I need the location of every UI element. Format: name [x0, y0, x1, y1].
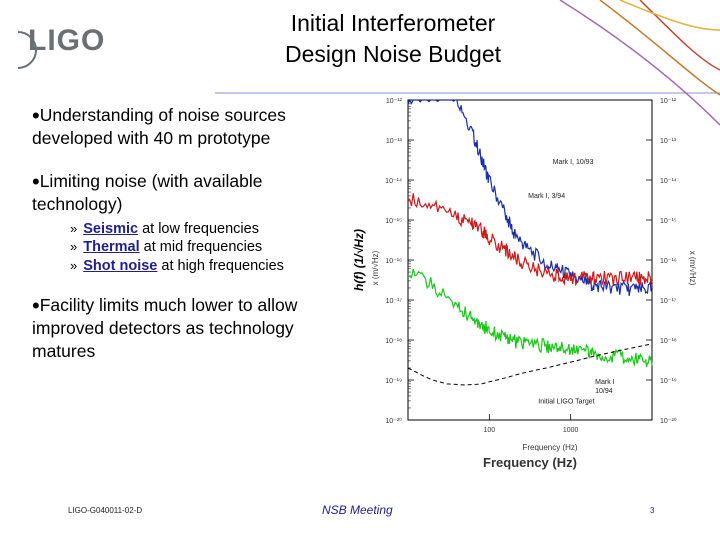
x-tick-label: 100 [483, 427, 495, 434]
y-right-tick-label: 10⁻¹⁸ [660, 338, 677, 345]
x-axis-label: Frequency (Hz) [483, 455, 577, 470]
y-tick-label: 10⁻¹⁶ [385, 258, 402, 265]
chart-annotation: Mark I, 10/93 [553, 159, 594, 166]
chevron-marker: » [70, 239, 78, 254]
bullet-dot: • [32, 293, 40, 318]
plot-frame [407, 99, 653, 421]
y-tick-label: 10⁻¹² [386, 98, 403, 105]
bullet-3: •Facility limits much lower to allow imp… [32, 294, 297, 363]
slide-title: Initial Interferometer Design Noise Budg… [200, 8, 586, 70]
subbullet-shot-noise: » Shot noise at high frequencies [70, 256, 284, 276]
y-axis-label: h(f) (1/√Hz) [352, 229, 366, 291]
subbullet-text: at high frequencies [157, 258, 284, 274]
right-axis-label: x (m/√Hz) [688, 251, 697, 286]
x-tick-label: 1000 [563, 427, 579, 434]
ligo-logo: LIGO [28, 24, 106, 57]
y-right-tick-label: 10⁻²⁰ [660, 417, 677, 425]
y-tick-label: 10⁻²⁰ [385, 417, 402, 425]
footer-meeting: NSB Meeting [322, 503, 393, 517]
series-line-mark-i-10-94 [407, 268, 653, 368]
bullet-1: •Understanding of noise sources develope… [32, 104, 286, 150]
y-tick-label: 10⁻¹³ [386, 138, 403, 145]
chart-annotation: Mark I [595, 379, 615, 386]
y-tick-label: 10⁻¹⁹ [385, 378, 402, 385]
chevron-marker: » [70, 258, 78, 273]
bullet-dot: • [32, 103, 40, 128]
swoosh-decoration [559, 0, 720, 126]
y-right-tick-label: 10⁻¹⁹ [660, 378, 677, 385]
y-right-tick-label: 10⁻¹⁴ [660, 178, 677, 185]
bullet-2: •Limiting noise (with available technolo… [32, 170, 262, 216]
bullet-2-line2: technology) [32, 194, 123, 214]
bullet-1-line2: developed with 40 m prototype [32, 128, 271, 148]
slide-title-line2: Design Noise Budget [284, 41, 502, 67]
chart-annotation: Initial LIGO Target [538, 398, 594, 405]
y-right-tick-label: 10⁻¹² [660, 98, 677, 105]
logo-mark [17, 31, 37, 69]
footer-page-number: 3 [650, 506, 655, 515]
y-right-tick-label: 10⁻¹⁷ [660, 298, 677, 305]
bullet-dot: • [32, 169, 40, 194]
y-right-tick-label: 10⁻¹³ [660, 138, 677, 145]
subbullet-text: at low frequencies [138, 221, 259, 237]
y-tick-label: 10⁻¹⁵ [385, 218, 402, 225]
y-tick-label: 10⁻¹⁷ [386, 298, 403, 305]
subbullet-keyword: Thermal [83, 239, 140, 255]
subbullet-keyword: Shot noise [83, 258, 158, 274]
chart-annotation: 10/94 [595, 388, 613, 395]
series-line-mark-i-3-94 [407, 193, 653, 287]
bullet-3-line2: improved detectors as technology [32, 318, 294, 338]
bullet-3-line1: Facility limits much lower to allow [39, 295, 298, 315]
subbullet-seismic: » Seismic at low frequencies [70, 219, 259, 239]
bullet-2-line1: Limiting noise (with available [39, 171, 263, 191]
y-right-tick-label: 10⁻¹⁶ [660, 258, 677, 265]
bullet-3-line3: matures [32, 341, 96, 361]
subbullet-text: at mid frequencies [139, 239, 263, 255]
chart-annotation: Mark I, 3/94 [528, 193, 565, 200]
subbullet-thermal: » Thermal at mid frequencies [70, 237, 262, 257]
footer-document-number: LIGO-G040011-02-D [68, 506, 143, 515]
chevron-marker: » [70, 221, 78, 236]
series-line-initial-ligo-target [407, 343, 653, 386]
subbullet-keyword: Seismic [83, 221, 139, 237]
series-line-mark-i-10-93 [407, 98, 653, 296]
y-tick-label: 10⁻¹⁸ [385, 338, 402, 345]
y-axis-label-small: x (m/√Hz) [371, 250, 380, 285]
slide-title-line1: Initial Interferometer [290, 10, 496, 36]
bullet-1-line1: Understanding of noise sources [39, 105, 286, 125]
x-axis-label-small: Frequency (Hz) [522, 443, 577, 452]
y-right-tick-label: 10⁻¹⁵ [660, 218, 677, 225]
y-tick-label: 10⁻¹⁴ [385, 178, 402, 185]
